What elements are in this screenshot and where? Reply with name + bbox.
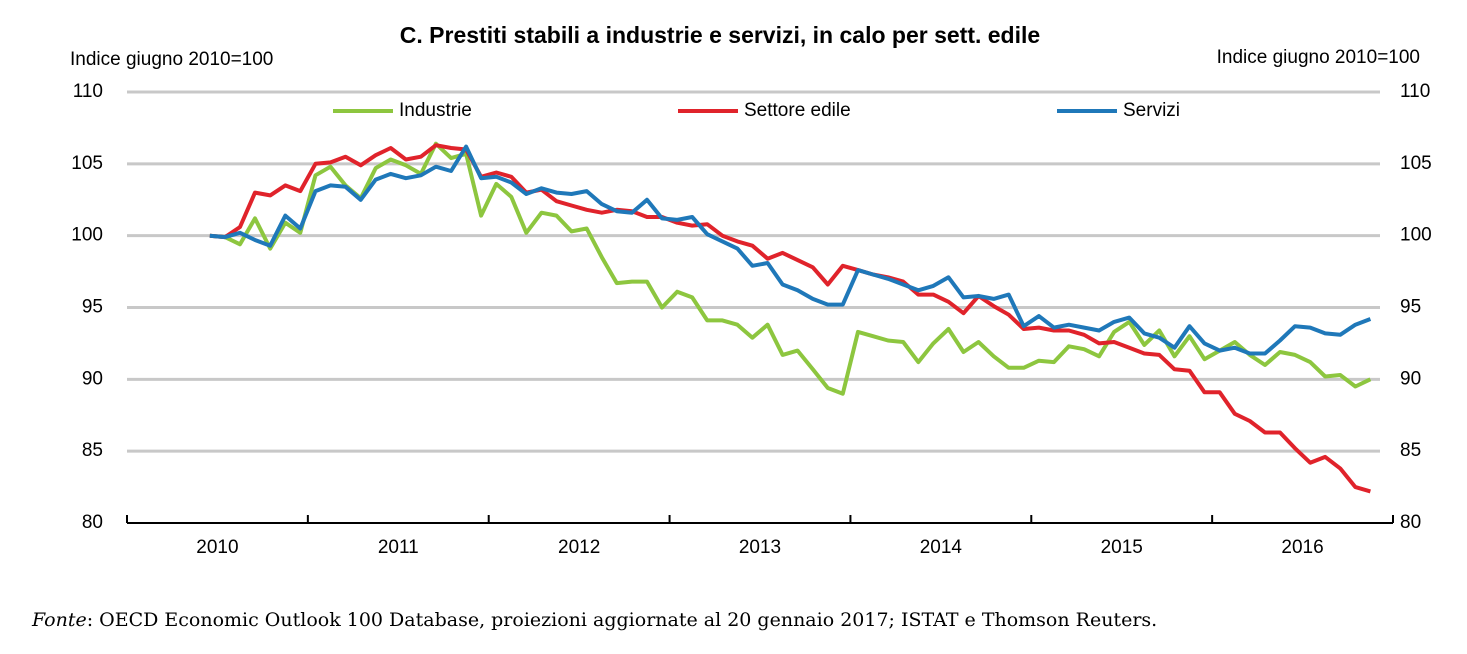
y-tick-label: 95	[82, 297, 103, 318]
y2-axis-label: Indice giugno 2010=100	[1217, 47, 1420, 68]
chart-title: C. Prestiti stabili a industrie e serviz…	[400, 22, 1040, 48]
legend-label: Industrie	[399, 100, 472, 121]
series-line	[209, 144, 1372, 356]
y-tick-label: 105	[71, 153, 103, 174]
y2-tick-label: 100	[1400, 225, 1432, 246]
source-note: Fonte: OECD Economic Outlook 100 Databas…	[31, 609, 1157, 631]
x-tick-label: 2014	[920, 537, 963, 558]
y-tick-label: 80	[82, 512, 103, 533]
y2-tick-label: 105	[1400, 153, 1432, 174]
y2-tick-label: 95	[1400, 297, 1421, 318]
x-tick-label: 2015	[1101, 537, 1143, 558]
y2-tick-label: 85	[1400, 440, 1421, 461]
y-tick-label: 90	[82, 368, 103, 389]
y-tick-label: 100	[71, 225, 103, 246]
x-tick-label: 2011	[378, 537, 419, 558]
y2-tick-label: 110	[1400, 81, 1430, 102]
series-line	[209, 141, 1372, 396]
x-tick-label: 2012	[558, 537, 600, 558]
x-tick-label: 2013	[739, 537, 781, 558]
y-tick-label: 85	[82, 440, 103, 461]
y-tick-label: 110	[73, 81, 103, 102]
source-text: : OECD Economic Outlook 100 Database, pr…	[87, 609, 1158, 631]
y-axis-label: Indice giugno 2010=100	[70, 49, 273, 70]
x-tick-label: 2016	[1281, 537, 1323, 558]
series-line	[209, 143, 1371, 494]
y2-tick-label: 80	[1400, 512, 1421, 533]
x-tick-label: 2010	[196, 537, 238, 558]
legend-label: Settore edile	[744, 100, 851, 121]
source-label: Fonte	[31, 609, 87, 631]
y2-tick-label: 90	[1400, 368, 1421, 389]
legend-label: Servizi	[1123, 100, 1180, 121]
